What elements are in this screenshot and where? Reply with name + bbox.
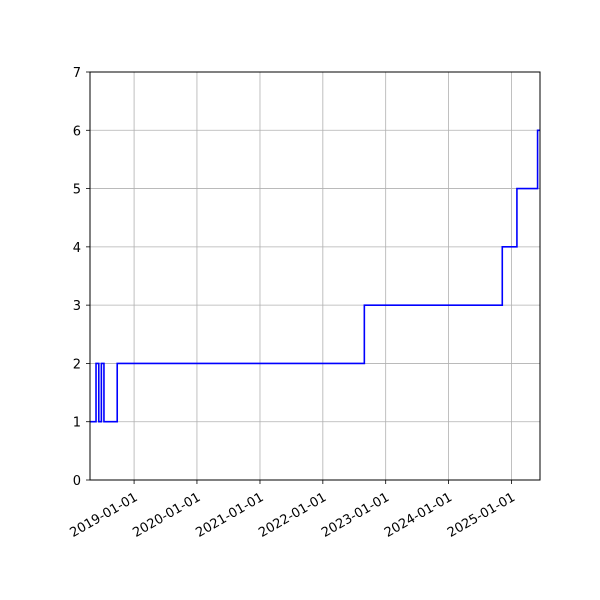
y-tick-label: 3 [73,299,81,314]
plot-frame [89,71,541,481]
y-tick-label: 1 [73,416,81,431]
y-tick-label: 4 [73,241,81,256]
line-layer [90,129,540,423]
y-tick-label: 6 [73,124,81,139]
series-line [90,129,540,423]
y-tick-label: 7 [73,66,81,81]
y-tick-label: 2 [73,357,81,372]
y-tick-label: 0 [73,474,81,489]
y-tick-label: 5 [73,183,81,198]
